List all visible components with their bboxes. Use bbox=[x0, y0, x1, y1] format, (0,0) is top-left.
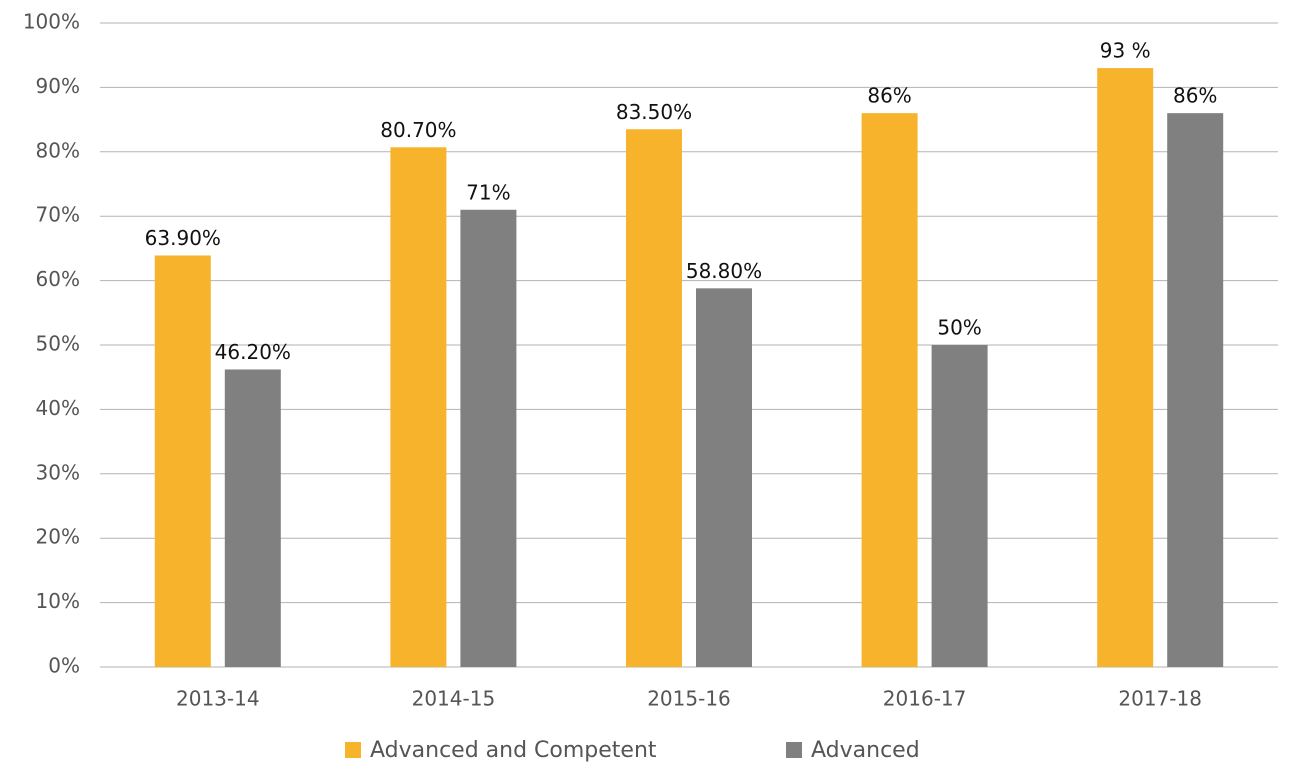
value-label: 80.70% bbox=[380, 118, 456, 142]
value-label: 86% bbox=[1173, 84, 1217, 108]
bar bbox=[390, 147, 447, 668]
bar bbox=[626, 129, 682, 667]
y-tick-label: 80% bbox=[36, 138, 80, 162]
y-tick-label: 100% bbox=[23, 10, 80, 34]
x-tick-label: 2017-18 bbox=[1118, 687, 1202, 711]
x-tick-label: 2013-14 bbox=[176, 687, 260, 711]
y-tick-label: 20% bbox=[36, 525, 80, 549]
value-label: 63.90% bbox=[145, 226, 221, 250]
bar bbox=[696, 288, 752, 667]
y-tick-label: 70% bbox=[36, 203, 80, 227]
legend-swatch bbox=[345, 742, 361, 758]
y-tick-label: 60% bbox=[36, 267, 80, 291]
value-label: 50% bbox=[937, 316, 981, 340]
x-tick-label: 2015-16 bbox=[647, 687, 731, 711]
bar bbox=[460, 209, 517, 667]
y-tick-label: 10% bbox=[36, 589, 80, 613]
value-label: 93 % bbox=[1100, 39, 1151, 63]
legend-swatch bbox=[786, 742, 802, 758]
y-tick-label: 90% bbox=[36, 74, 80, 98]
y-tick-label: 30% bbox=[36, 460, 80, 484]
legend-label: Advanced and Competent bbox=[370, 738, 657, 763]
x-tick-label: 2016-17 bbox=[883, 687, 967, 711]
value-label: 58.80% bbox=[686, 259, 762, 283]
bar bbox=[1097, 68, 1154, 667]
bar bbox=[224, 369, 281, 667]
value-label: 71% bbox=[466, 180, 510, 204]
value-label: 86% bbox=[867, 84, 911, 108]
value-label: 83.50% bbox=[616, 100, 692, 124]
bar bbox=[931, 345, 988, 667]
value-label: 46.20% bbox=[215, 340, 291, 364]
bar bbox=[861, 113, 918, 667]
y-tick-label: 0% bbox=[48, 654, 80, 678]
bar bbox=[1167, 113, 1224, 667]
x-tick-label: 2014-15 bbox=[412, 687, 496, 711]
legend-label: Advanced bbox=[811, 738, 920, 763]
y-tick-label: 50% bbox=[36, 332, 80, 356]
bar bbox=[154, 255, 211, 667]
y-tick-label: 40% bbox=[36, 396, 80, 420]
